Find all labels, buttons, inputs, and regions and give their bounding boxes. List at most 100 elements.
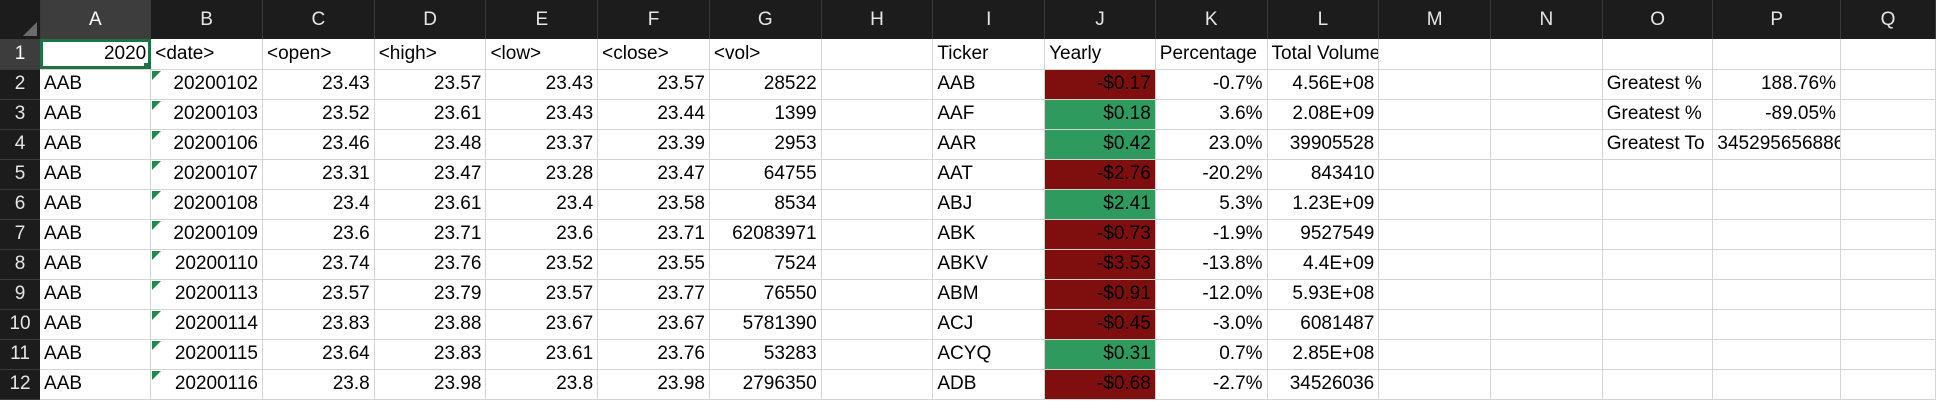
cell-n10[interactable] [1490, 309, 1603, 340]
cell-h11[interactable] [821, 339, 934, 370]
cell-b2[interactable]: 20200102 [150, 69, 263, 100]
cell-o8[interactable] [1602, 249, 1714, 280]
row-header[interactable]: 4 [0, 129, 41, 160]
cell-n5[interactable] [1490, 159, 1603, 190]
column-header-m[interactable]: M [1378, 0, 1491, 39]
cell-d11[interactable]: 23.83 [374, 339, 487, 370]
cell-e10[interactable]: 23.67 [485, 309, 599, 340]
row-header[interactable]: 12 [0, 369, 41, 400]
cell-n8[interactable] [1490, 249, 1603, 280]
cell-g10[interactable]: 5781390 [709, 309, 822, 340]
cell-o10[interactable] [1602, 309, 1714, 340]
cell-e6[interactable]: 23.4 [485, 189, 599, 220]
row-header[interactable]: 9 [0, 279, 41, 310]
cell-a6[interactable]: AAB [40, 189, 152, 220]
cell-o5[interactable] [1602, 159, 1714, 190]
cell-m8[interactable] [1378, 249, 1491, 280]
cell-g6[interactable]: 8534 [709, 189, 822, 220]
cell-g8[interactable]: 7524 [709, 249, 822, 280]
row-header[interactable]: 7 [0, 219, 41, 250]
cell-l10[interactable]: 6081487 [1267, 309, 1380, 340]
cell-k4[interactable]: 23.0% [1155, 129, 1268, 160]
cell-l6[interactable]: 1.23E+09 [1267, 189, 1380, 220]
column-header-p[interactable]: P [1712, 0, 1841, 39]
cell-b5[interactable]: 20200107 [150, 159, 263, 190]
cell-g5[interactable]: 64755 [709, 159, 822, 190]
number-as-text-warning-icon[interactable] [152, 70, 162, 80]
cell-h9[interactable] [821, 279, 934, 310]
cell-c5[interactable]: 23.31 [262, 159, 375, 190]
cell-o12[interactable] [1602, 369, 1714, 400]
cell-f5[interactable]: 23.47 [597, 159, 710, 190]
cell-d6[interactable]: 23.61 [374, 189, 487, 220]
cell-k12[interactable]: -2.7% [1155, 369, 1268, 400]
cell-p1[interactable] [1712, 39, 1841, 70]
cell-b7[interactable]: 20200109 [150, 219, 263, 250]
cell-e12[interactable]: 23.8 [485, 369, 599, 400]
cell-f12[interactable]: 23.98 [597, 369, 710, 400]
row-header[interactable]: 10 [0, 309, 41, 340]
cell-c3[interactable]: 23.52 [262, 99, 375, 130]
cell-g11[interactable]: 53283 [709, 339, 822, 370]
cell-g1[interactable]: <vol> [709, 39, 822, 70]
cell-g12[interactable]: 2796350 [709, 369, 822, 400]
number-as-text-warning-icon[interactable] [152, 250, 162, 260]
column-header-n[interactable]: N [1490, 0, 1603, 39]
cell-k3[interactable]: 3.6% [1155, 99, 1268, 130]
cell-a2[interactable]: AAB [40, 69, 152, 100]
number-as-text-warning-icon[interactable] [152, 220, 162, 230]
cell-q5[interactable] [1840, 159, 1936, 190]
cell-q6[interactable] [1840, 189, 1936, 220]
cell-q4[interactable] [1840, 129, 1936, 160]
cell-f10[interactable]: 23.67 [597, 309, 710, 340]
cell-m4[interactable] [1378, 129, 1491, 160]
cell-h5[interactable] [821, 159, 934, 190]
cell-j12[interactable]: -$0.68 [1044, 369, 1156, 400]
cell-k2[interactable]: -0.7% [1155, 69, 1268, 100]
cell-g7[interactable]: 62083971 [709, 219, 822, 250]
cell-f7[interactable]: 23.71 [597, 219, 710, 250]
cell-g3[interactable]: 1399 [709, 99, 822, 130]
cell-m5[interactable] [1378, 159, 1491, 190]
number-as-text-warning-icon[interactable] [152, 280, 162, 290]
cell-a7[interactable]: AAB [40, 219, 152, 250]
cell-c10[interactable]: 23.83 [262, 309, 375, 340]
cell-i8[interactable]: ABKV [932, 249, 1046, 280]
cell-j11[interactable]: $0.31 [1044, 339, 1156, 370]
column-header-o[interactable]: O [1602, 0, 1714, 39]
column-header-a[interactable]: A [40, 0, 152, 39]
number-as-text-warning-icon[interactable] [152, 100, 162, 110]
cell-k6[interactable]: 5.3% [1155, 189, 1268, 220]
cell-k11[interactable]: 0.7% [1155, 339, 1268, 370]
cell-i5[interactable]: AAT [932, 159, 1046, 190]
fill-handle[interactable] [144, 62, 150, 68]
cell-m12[interactable] [1378, 369, 1491, 400]
cell-h1[interactable] [821, 39, 934, 70]
cell-o4[interactable]: Greatest To [1602, 129, 1714, 160]
cell-h4[interactable] [821, 129, 934, 160]
cell-g4[interactable]: 2953 [709, 129, 822, 160]
cell-k5[interactable]: -20.2% [1155, 159, 1268, 190]
cell-k9[interactable]: -12.0% [1155, 279, 1268, 310]
column-header-j[interactable]: J [1044, 0, 1156, 39]
cell-j7[interactable]: -$0.73 [1044, 219, 1156, 250]
cell-b12[interactable]: 20200116 [150, 369, 263, 400]
cell-f8[interactable]: 23.55 [597, 249, 710, 280]
cell-f6[interactable]: 23.58 [597, 189, 710, 220]
cell-m2[interactable] [1378, 69, 1491, 100]
cell-d1[interactable]: <high> [374, 39, 487, 70]
select-all-corner[interactable] [0, 0, 41, 39]
cell-c12[interactable]: 23.8 [262, 369, 375, 400]
cell-l9[interactable]: 5.93E+08 [1267, 279, 1380, 310]
number-as-text-warning-icon[interactable] [152, 310, 162, 320]
row-header[interactable]: 11 [0, 339, 41, 370]
cell-m10[interactable] [1378, 309, 1491, 340]
cell-d5[interactable]: 23.47 [374, 159, 487, 190]
cell-l2[interactable]: 4.56E+08 [1267, 69, 1380, 100]
cell-h7[interactable] [821, 219, 934, 250]
cell-h2[interactable] [821, 69, 934, 100]
cell-e11[interactable]: 23.61 [485, 339, 599, 370]
cell-e9[interactable]: 23.57 [485, 279, 599, 310]
cell-d12[interactable]: 23.98 [374, 369, 487, 400]
cell-o3[interactable]: Greatest % [1602, 99, 1714, 130]
